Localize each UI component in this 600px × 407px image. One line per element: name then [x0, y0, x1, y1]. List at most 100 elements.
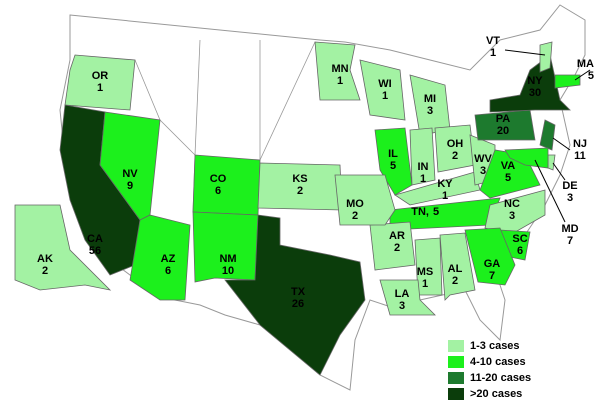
state-abbr: VA	[501, 160, 516, 172]
state-shape	[314, 41, 361, 101]
state-abbr: MD	[561, 223, 578, 235]
state-abbr: NJ	[573, 138, 587, 150]
state-shape	[484, 189, 546, 236]
state-shape	[14, 204, 112, 291]
state-cases: 9	[127, 180, 133, 192]
state-abbr: WI	[378, 78, 391, 90]
state-cases: 6	[165, 265, 171, 277]
state-abbr: CA	[87, 233, 103, 245]
leader-line	[552, 137, 571, 151]
state-cases: 1	[420, 173, 426, 185]
state-cases: 5	[505, 172, 511, 184]
state-cases: 1	[97, 82, 103, 94]
leader-line	[534, 159, 566, 223]
state-abbr: OH	[447, 138, 464, 150]
state-cases: 7	[489, 270, 495, 282]
state-abbr: NM	[219, 253, 236, 265]
legend-label: >20 cases	[470, 388, 522, 400]
state-cases: 3	[567, 192, 573, 204]
legend-label: 11-20 cases	[470, 372, 531, 384]
state-abbr: MA	[577, 58, 594, 70]
state-shape	[129, 214, 191, 301]
state-cases: 10	[222, 265, 234, 277]
state-shape	[224, 214, 366, 376]
state-abbr: TN,	[411, 206, 429, 218]
state-cases: 56	[89, 245, 101, 257]
state-cases: 2	[352, 210, 358, 222]
state-shape	[409, 127, 436, 186]
state-abbr: WV	[474, 153, 492, 165]
state-shape	[64, 54, 136, 111]
state-abbr: NC	[504, 198, 520, 210]
legend-swatch	[448, 388, 464, 400]
state-abbr: LA	[395, 288, 410, 300]
state-shape	[414, 237, 443, 296]
state-shape	[359, 59, 406, 121]
state-cases: 1	[422, 278, 428, 290]
state-cases: 2	[452, 275, 458, 287]
state-abbr: TX	[291, 286, 306, 298]
state-shape	[192, 211, 259, 283]
state-cases: 11	[574, 150, 586, 162]
state-cases: 7	[567, 235, 573, 247]
leader-line	[552, 162, 566, 181]
state-shape	[489, 54, 571, 113]
state-cases: 30	[529, 87, 541, 99]
state-cases: 2	[42, 265, 48, 277]
state-abbr: NY	[527, 75, 543, 87]
state-cases: 5	[390, 160, 396, 172]
state-abbr: MN	[331, 63, 348, 75]
state-abbr: KS	[292, 173, 307, 185]
state-shape	[464, 227, 516, 286]
state-abbr: KY	[437, 178, 453, 190]
state-shape	[539, 119, 556, 151]
leader-line	[504, 49, 546, 56]
states	[14, 41, 581, 376]
state-cases: 3	[427, 105, 433, 117]
state-abbr: OR	[92, 70, 109, 82]
state-cases: 1	[490, 47, 496, 59]
state-abbr: AL	[448, 263, 463, 275]
state-shape	[539, 41, 553, 73]
leader-line	[574, 69, 591, 81]
state-shape	[439, 232, 476, 301]
state-abbr: AZ	[161, 253, 176, 265]
state-cases: 2	[452, 150, 458, 162]
state-cases: 26	[292, 298, 304, 310]
state-shape	[374, 127, 413, 196]
state-abbr: MI	[424, 93, 436, 105]
state-abbr: MS	[417, 266, 434, 278]
state-abbr: MO	[346, 198, 364, 210]
legend: 1-3 cases 4-10 cases 11-20 cases >20 cases	[448, 340, 531, 400]
state-cases: 1	[337, 75, 343, 87]
state-shape	[504, 147, 549, 169]
state-abbr: GA	[484, 258, 501, 270]
legend-label: 4-10 cases	[470, 356, 526, 368]
state-cases: 1	[442, 190, 448, 202]
state-shape	[369, 221, 416, 271]
state-abbr: AR	[389, 230, 405, 242]
state-abbr: IN	[418, 161, 429, 173]
state-abbr: AK	[37, 253, 53, 265]
state-shape	[379, 279, 436, 316]
state-cases: 6	[517, 245, 523, 257]
state-cases: 20	[497, 125, 509, 137]
state-cases: 2	[394, 242, 400, 254]
legend-swatch	[448, 372, 464, 384]
state-shape	[554, 74, 581, 89]
state-cases: 5	[588, 70, 594, 82]
state-abbr: NV	[122, 168, 138, 180]
legend-swatch	[448, 340, 464, 352]
state-abbr: VT	[486, 35, 500, 47]
state-cases: 3	[509, 210, 515, 222]
state-cases: 3	[399, 300, 405, 312]
state-shape	[474, 109, 536, 141]
legend-label: 1-3 cases	[470, 340, 520, 352]
state-cases: 5	[433, 206, 439, 218]
state-abbr: IL	[388, 148, 398, 160]
state-abbr: PA	[496, 113, 511, 125]
state-cases: 2	[297, 185, 303, 197]
state-cases: 3	[480, 165, 486, 177]
